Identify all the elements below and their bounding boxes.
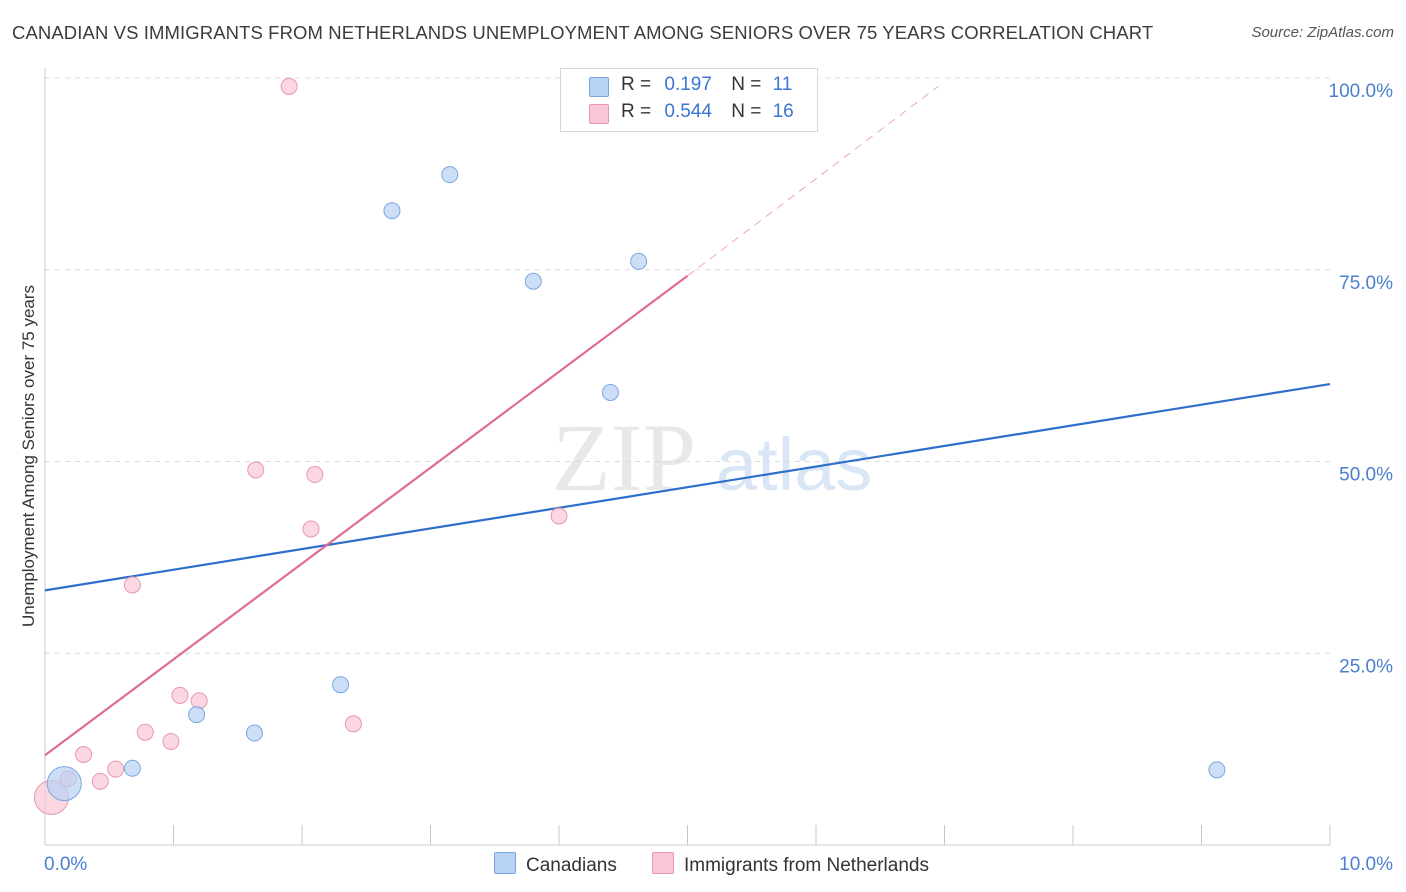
trend-extension-netherlands: [687, 86, 939, 277]
data-point-canadians: [245, 724, 263, 742]
bottom-legend-swatch-netherlands: [652, 852, 674, 874]
data-point-netherlands: [280, 77, 298, 95]
legend-n-label: N =: [731, 74, 762, 95]
watermark: ZIP atlas: [552, 404, 872, 511]
bottom-legend-swatch-canadians: [494, 852, 516, 874]
data-point-canadians: [441, 166, 459, 184]
y-tick-label: 100.0%: [1329, 81, 1394, 102]
y-tick-label: 50.0%: [1339, 465, 1393, 486]
data-point-canadians: [123, 759, 141, 777]
data-point-canadians: [601, 383, 619, 401]
watermark-atlas: atlas: [716, 423, 872, 506]
data-point-netherlands: [75, 745, 93, 763]
legend-r-value: 0.544: [664, 101, 712, 122]
data-point-netherlands: [306, 466, 324, 484]
y-tick-label: 25.0%: [1339, 656, 1393, 677]
data-point-canadians: [46, 766, 82, 802]
legend-n-label: N =: [731, 101, 762, 122]
tick-labels: 25.0% 50.0% 75.0% 100.0% 0.0% 10.0%: [44, 81, 1393, 875]
trend-line-canadians: [44, 382, 1331, 592]
legend-r-label: R =: [621, 74, 652, 95]
data-point-netherlands: [123, 576, 141, 594]
data-point-netherlands: [302, 520, 320, 538]
data-point-canadians: [332, 676, 350, 694]
axes: [44, 68, 1331, 846]
legend-swatch-canadians: [589, 77, 609, 97]
trend-lines: [44, 86, 1331, 757]
data-point-netherlands: [247, 461, 265, 479]
gridlines: [45, 77, 1330, 654]
data-point-netherlands: [91, 772, 109, 790]
trend-line-netherlands: [44, 275, 689, 757]
data-point-canadians: [188, 706, 206, 724]
x-tick-label: 10.0%: [1339, 854, 1393, 875]
legend-r-value: 0.197: [664, 74, 712, 95]
data-point-canadians: [524, 272, 542, 290]
bottom-legend-canadians: Canadians: [494, 852, 617, 878]
legend-swatch-netherlands: [589, 104, 609, 124]
watermark-zip: ZIP: [552, 404, 696, 511]
data-point-canadians: [1208, 761, 1226, 779]
data-point-netherlands: [107, 760, 125, 778]
data-point-netherlands: [171, 686, 189, 704]
data-point-canadians: [630, 252, 648, 270]
data-points: [33, 77, 1226, 815]
y-tick-label: 75.0%: [1339, 273, 1393, 294]
data-point-netherlands: [190, 692, 208, 710]
chart-source: Source: ZipAtlas.com: [1251, 24, 1394, 41]
legend-r-label: R =: [621, 101, 652, 122]
bottom-legend-label-netherlands: Immigrants from Netherlands: [684, 855, 929, 876]
legend-n-value: 16: [772, 101, 794, 122]
x-tick-label: 0.0%: [44, 854, 87, 875]
bottom-legend-netherlands: Immigrants from Netherlands: [652, 852, 929, 878]
data-point-netherlands: [136, 723, 154, 741]
data-point-canadians: [383, 202, 401, 220]
y-axis-label: Unemployment Among Seniors over 75 years: [19, 285, 38, 627]
data-point-netherlands: [162, 732, 180, 750]
correlation-legend: R = 0.197 N = 11 R = 0.544 N = 16: [560, 68, 818, 132]
chart-title: CANADIAN VS IMMIGRANTS FROM NETHERLANDS …: [12, 22, 1154, 43]
legend-n-value: 11: [772, 74, 793, 95]
data-point-netherlands: [550, 507, 568, 525]
bottom-legend-label-canadians: Canadians: [526, 855, 617, 876]
data-point-netherlands: [344, 715, 362, 733]
